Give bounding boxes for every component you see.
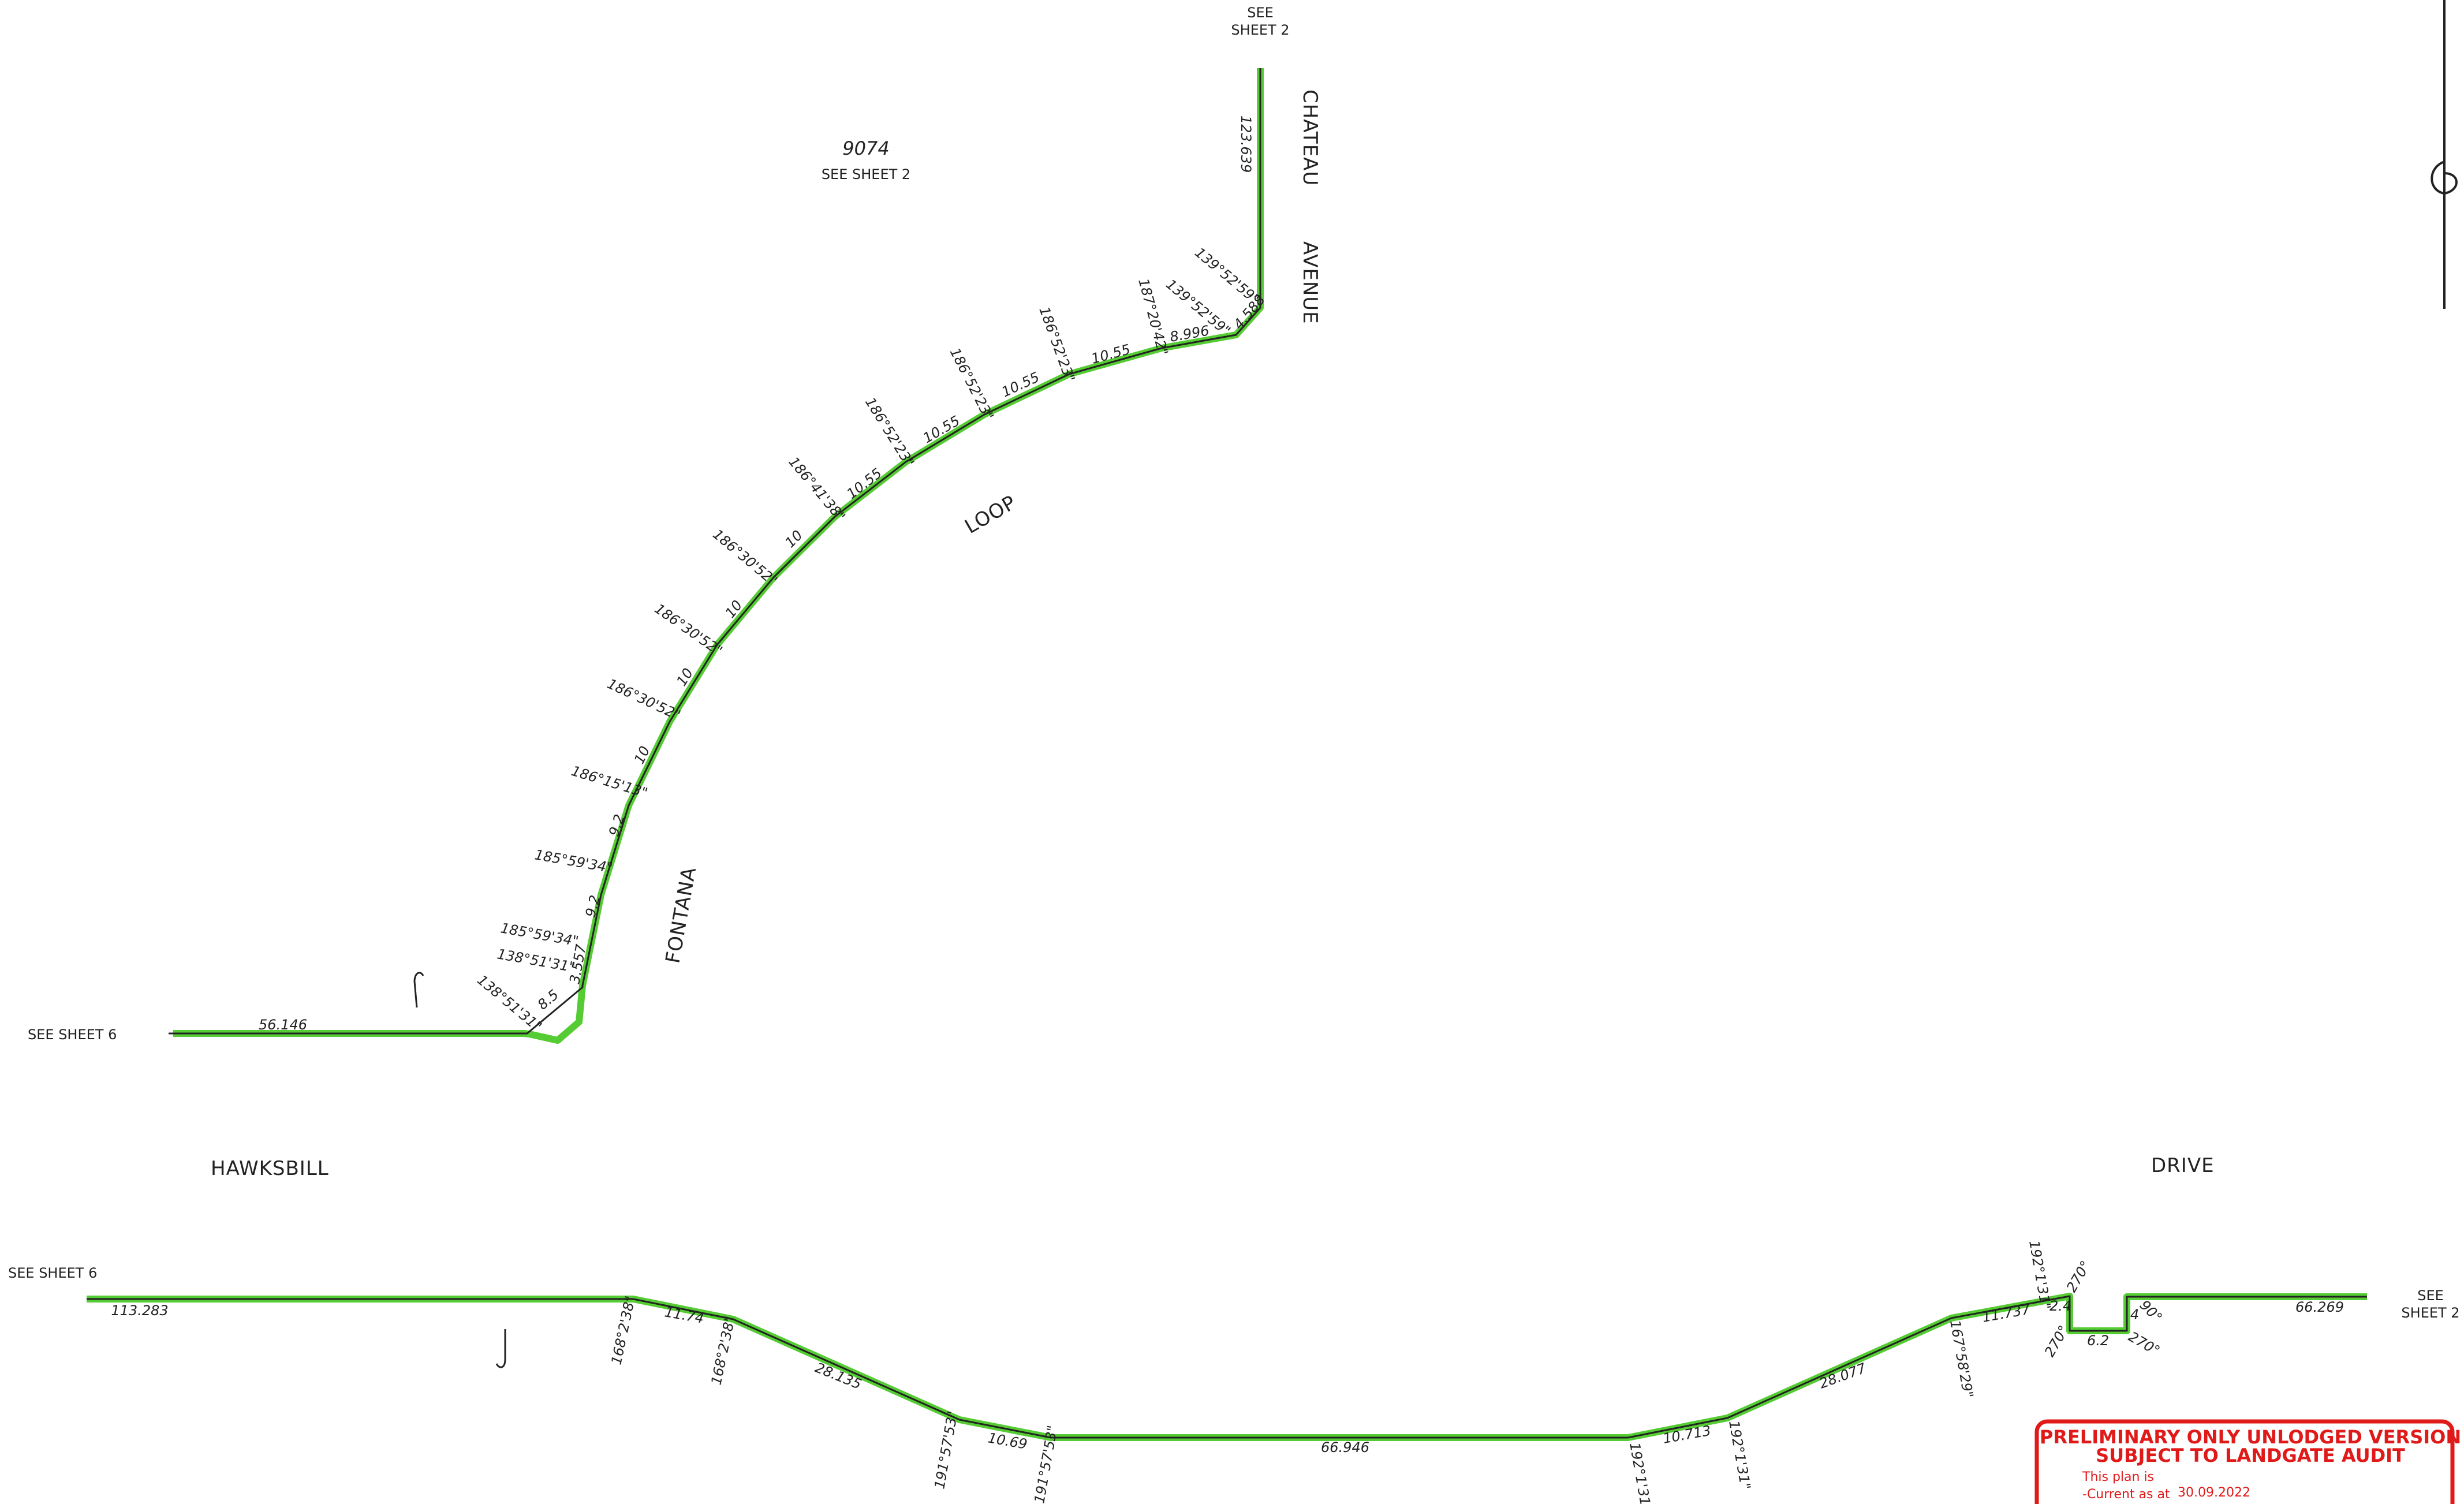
lot-sheet-ref: SEE SHEET 2 [822, 166, 910, 182]
street-avenue: AVENUE [1298, 241, 1321, 324]
north-arrow-icon [2431, 0, 2458, 309]
sheet-ref-left-lower: SEE SHEET 6 [8, 1265, 97, 1281]
stamp-line3: This plan is [2082, 1470, 2154, 1484]
dim-upper-0: 123.639 [1238, 115, 1254, 173]
dim-upper-15: 56.146 [259, 1017, 307, 1033]
street-drive: DRIVE [2151, 1154, 2215, 1177]
stamp-date: 30.09.2022 [2178, 1486, 2250, 1500]
lot-number: 9074 [842, 137, 889, 159]
sheet-ref-top-line2: SHEET 2 [1231, 22, 1289, 38]
sheet-ref-right-line2: SHEET 2 [2401, 1305, 2459, 1321]
dim-lower-10: 4 [2130, 1307, 2139, 1323]
curve-symbol-lower-icon [495, 1329, 506, 1368]
preliminary-stamp: PRELIMINARY ONLY UNLODGED VERSION SUBJEC… [2034, 1419, 2461, 1504]
sheet-ref-top-line1: SEE [1247, 5, 1274, 21]
stamp-line2: SUBJECT TO LANDGATE AUDIT [2096, 1445, 2405, 1466]
dim-lower-0: 113.283 [111, 1303, 168, 1319]
dim-lower-9: 6.2 [2087, 1333, 2109, 1349]
sheet-ref-right-line1: SEE [2417, 1287, 2444, 1304]
stamp-line4: -Current as at [2082, 1487, 2170, 1502]
dim-lower-4: 66.946 [1321, 1439, 1369, 1456]
curve-symbol-upper-icon [413, 972, 424, 1008]
street-hawksbill: HAWKSBILL [211, 1157, 329, 1180]
dim-lower-11: 66.269 [2295, 1299, 2344, 1315]
stamp-line1: PRELIMINARY ONLY UNLODGED VERSION [2040, 1426, 2461, 1448]
street-chateau: CHATEAU [1298, 89, 1321, 186]
dim-lower-8: 2.4 [2049, 1298, 2071, 1314]
upper-boundary-ink [169, 68, 1261, 1035]
lower-boundary-ink [87, 1295, 2367, 1439]
sheet-ref-left-upper: SEE SHEET 6 [28, 1027, 117, 1043]
